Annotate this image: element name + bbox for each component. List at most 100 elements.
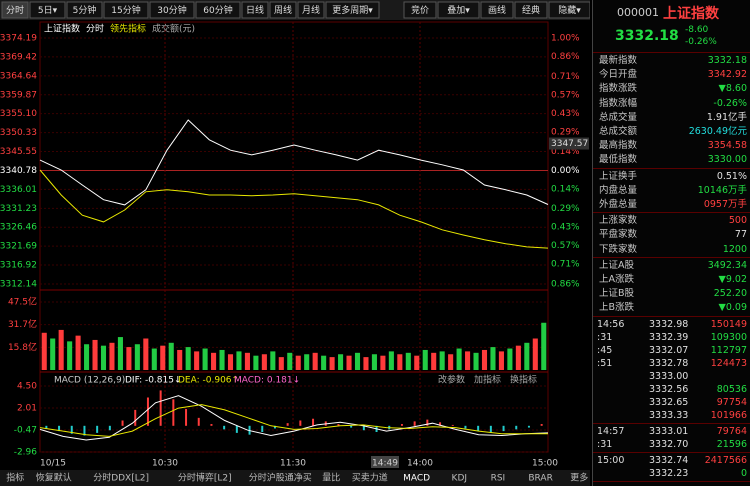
bottom-tab[interactable]: 恢复默认 — [36, 472, 72, 484]
volume-bar — [532, 338, 538, 370]
bottom-tab[interactable]: 买卖力道 — [352, 472, 388, 484]
quote-key: 上B涨跌 — [599, 302, 635, 314]
volume-bar — [244, 352, 250, 370]
tab[interactable] — [297, 1, 325, 19]
y2-tick-label: 0.86% — [551, 280, 580, 290]
bottom-tab[interactable]: BRAR — [528, 474, 552, 484]
volume-bar — [481, 349, 488, 370]
macd-button[interactable]: 加指标 — [474, 374, 501, 386]
current-price-box — [549, 137, 589, 150]
volume-bar — [312, 352, 318, 370]
y-tick-label: 3326.46 — [0, 223, 37, 233]
tab[interactable] — [514, 1, 548, 19]
bottom-tab[interactable]: 分时沪股通净买 — [249, 472, 312, 484]
tab-label[interactable]: 60分钟 — [203, 4, 232, 16]
tab[interactable] — [325, 1, 380, 19]
tab[interactable] — [269, 1, 297, 19]
tab[interactable] — [103, 1, 149, 19]
quote-row: 最新指数 3332.18 — [599, 54, 747, 68]
y2-tick-label: 0.86% — [551, 52, 580, 62]
price-line — [39, 119, 549, 206]
quote-value: ▼8.60 — [718, 83, 747, 95]
tab-label[interactable]: 日线 — [246, 4, 264, 16]
bottom-tab[interactable]: 指标 — [6, 472, 24, 484]
tab-label[interactable]: 更多周期▾ — [332, 4, 373, 16]
tick-row: :51 3332.78 124473 — [597, 357, 747, 370]
volume-bar — [202, 348, 208, 370]
tab-label[interactable]: 5分钟 — [73, 4, 97, 16]
y-tick-label: 3312.14 — [0, 280, 37, 290]
tab-label[interactable]: 竞价 — [411, 4, 429, 16]
y2-tick-label: 0.29% — [551, 204, 580, 214]
tab-label[interactable]: 5日▾ — [38, 5, 58, 16]
bottom-tab[interactable]: MACD — [403, 474, 430, 484]
volume-bar — [321, 355, 327, 370]
tab[interactable] — [66, 1, 103, 19]
tick-time: :31 — [597, 332, 613, 343]
quote-key: 外盘总量 — [599, 199, 638, 210]
quote-key: 上A涨跌 — [599, 274, 634, 285]
tab-label[interactable]: 30分钟 — [157, 4, 186, 16]
tick-time: :51 — [597, 358, 613, 369]
tick-price: 3332.39 — [649, 332, 689, 343]
legend-item: 成交额(元) — [152, 23, 195, 35]
volume-bar — [329, 357, 335, 370]
volume-bar — [41, 332, 47, 370]
current-price: 3347.57 — [551, 139, 588, 149]
y-tick-label: 3316.92 — [0, 261, 37, 271]
quote-value: 3332.18 — [707, 55, 747, 66]
quote-key: 上涨家数 — [599, 215, 638, 227]
quote-value: 77 — [734, 229, 747, 241]
bottom-tab[interactable]: 分时DDX[L2] — [93, 472, 149, 484]
tab[interactable] — [403, 1, 437, 19]
tab-label[interactable]: 经典 — [522, 4, 540, 16]
tab[interactable] — [149, 1, 195, 19]
macd-button[interactable]: 改参数 — [438, 374, 465, 386]
tab[interactable] — [29, 1, 66, 19]
tab-label[interactable]: 月线 — [302, 4, 320, 16]
volume-bar — [134, 344, 140, 370]
bottom-tab[interactable]: 分时博弈[L2] — [178, 472, 232, 484]
quote-row: 外盘总量 0957万手 — [599, 198, 747, 212]
y2-tick-label: 0.71% — [551, 72, 580, 82]
macd-tick-label: 2.01 — [17, 404, 37, 414]
bottom-tab[interactable]: 量比 — [322, 472, 340, 484]
y2-tick-label: 0.57% — [551, 90, 580, 100]
bottom-tab[interactable]: KDJ — [452, 474, 468, 484]
volume-bar — [388, 351, 394, 370]
macd-title: MACD (12,26,9) — [54, 376, 125, 386]
quote-row: 平盘家数 77 — [599, 228, 747, 242]
macd-tick-label: 4.50 — [17, 382, 37, 392]
volume-bar — [363, 357, 369, 370]
volume-bar — [278, 357, 284, 370]
tab[interactable] — [437, 1, 480, 19]
tick-row: 15:00 3332.74 2417566 — [597, 454, 747, 467]
separator — [593, 52, 750, 53]
macd-button[interactable]: 换指标 — [510, 374, 537, 386]
stock-code: 000001 — [617, 6, 659, 19]
chart-area: 分时 5日▾ 5分钟 15分钟 30分钟 60分钟 日线 周线 月线 更多周期▾ 竞价 叠加▾ 画线 经典… — [0, 0, 590, 486]
bottom-tab[interactable]: RSI — [491, 474, 506, 484]
tab-label[interactable]: 叠加▾ — [447, 5, 470, 16]
tab-label[interactable]: 画线 — [488, 4, 506, 16]
tab[interactable] — [195, 1, 241, 19]
volume-bar — [100, 345, 107, 370]
tab-label[interactable]: 隐藏▾ — [558, 4, 581, 16]
volume-bar — [507, 348, 513, 370]
tick-volume: 124473 — [710, 358, 747, 369]
tab[interactable] — [241, 1, 269, 19]
tab[interactable] — [480, 1, 514, 19]
bottom-tab[interactable]: 更多 — [570, 472, 588, 484]
x-tick-label: 10:30 — [152, 459, 178, 469]
quote-row: 内盘总量 10146万手 — [599, 184, 747, 198]
quote-value: -0.26% — [713, 97, 747, 109]
tab-label[interactable]: 15分钟 — [111, 4, 140, 16]
volume-bar — [465, 351, 471, 370]
tab[interactable] — [1, 1, 29, 19]
tab[interactable] — [548, 1, 590, 19]
bottom-bar — [0, 470, 590, 486]
tab-label[interactable]: 周线 — [274, 4, 292, 16]
tick-volume: 21596 — [716, 439, 747, 450]
tab-label[interactable]: 分时 — [6, 4, 24, 16]
volume-bar — [126, 347, 132, 370]
